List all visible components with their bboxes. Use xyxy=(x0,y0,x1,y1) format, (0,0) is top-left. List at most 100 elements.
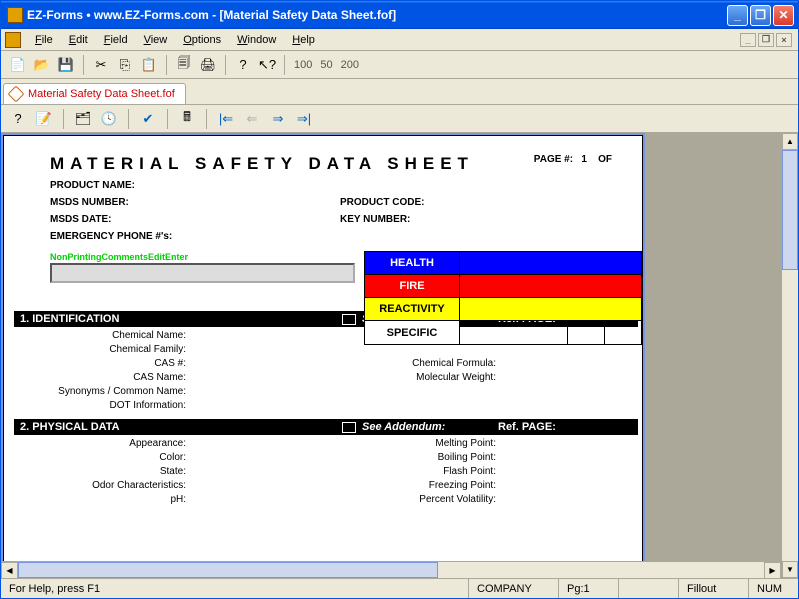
scroll-down-icon[interactable]: ▼ xyxy=(782,561,798,578)
field-label: PRODUCT CODE: xyxy=(340,197,424,208)
page-number: 1 xyxy=(581,154,587,165)
data-row: Chemical Family: xyxy=(50,344,634,355)
field-row: EMERGENCY PHONE #'s: xyxy=(50,231,634,242)
help-icon[interactable]: ? xyxy=(232,54,254,76)
mdi-close-button[interactable]: × xyxy=(776,33,792,47)
field-label: MSDS NUMBER: xyxy=(50,197,340,208)
hazard-label: REACTIVITY xyxy=(365,298,460,320)
status-company: COMPANY xyxy=(468,579,558,598)
paste-icon[interactable]: 📋 xyxy=(138,54,160,76)
save-icon[interactable]: 💾 xyxy=(55,54,77,76)
data-label: pH: xyxy=(50,494,190,505)
data-label: Percent Volatility: xyxy=(190,494,500,505)
hazard-label: HEALTH xyxy=(365,252,460,274)
section1-checkbox[interactable] xyxy=(342,314,356,325)
content-area: MATERIAL SAFETY DATA SHEET PAGE #: 1 OF … xyxy=(1,133,798,578)
data-label: DOT Information: xyxy=(50,400,190,411)
page-info: PAGE #: 1 OF xyxy=(534,154,612,165)
maximize-button[interactable]: ❐ xyxy=(750,5,771,26)
scroll-up-icon[interactable]: ▲ xyxy=(782,133,798,150)
scroll-left-icon[interactable]: ◀ xyxy=(1,562,18,578)
close-button[interactable]: ✕ xyxy=(773,5,794,26)
print-icon[interactable]: 🖨 xyxy=(197,54,219,76)
calc-icon[interactable]: 🖩 xyxy=(176,108,198,130)
minimize-button[interactable]: _ xyxy=(727,5,748,26)
zoom-100-button[interactable]: 100 xyxy=(291,59,315,71)
preview-icon[interactable]: 🗐 xyxy=(173,54,195,76)
status-blank xyxy=(618,579,678,598)
data-row: State:Flash Point: xyxy=(50,466,634,477)
notes-icon[interactable]: 📝 xyxy=(33,108,55,130)
section2-ref-label: Ref. PAGE: xyxy=(498,421,556,433)
data-label: Odor Characteristics: xyxy=(50,480,190,491)
status-help: For Help, press F1 xyxy=(1,579,468,598)
hazard-row-specific: SPECIFIC xyxy=(365,321,641,344)
new-icon[interactable]: 📄 xyxy=(7,54,29,76)
data-label: CAS Name: xyxy=(50,372,190,383)
data-label: CAS #: xyxy=(50,358,190,369)
data-row: Odor Characteristics:Freezing Point: xyxy=(50,480,634,491)
scroll-thumb[interactable] xyxy=(782,150,798,270)
data-label: Flash Point: xyxy=(190,466,500,477)
app-icon-small[interactable] xyxy=(5,32,21,48)
help2-icon[interactable]: ? xyxy=(7,108,29,130)
window-title: EZ-Forms • www.EZ-Forms.com - [Material … xyxy=(27,8,725,22)
hazard-value[interactable] xyxy=(460,275,641,297)
cut-icon[interactable]: ✂ xyxy=(90,54,112,76)
zoom-200-button[interactable]: 200 xyxy=(338,59,362,71)
clock-icon[interactable]: 🕓 xyxy=(98,108,120,130)
horizontal-scrollbar[interactable]: ◀ ▶ xyxy=(1,561,781,578)
data-row: Appearance:Melting Point: xyxy=(50,438,634,449)
menu-help[interactable]: Help xyxy=(284,32,323,48)
data-row: Synonyms / Common Name: xyxy=(50,386,634,397)
hazard-label: SPECIFIC xyxy=(365,321,460,344)
comment-input[interactable] xyxy=(50,263,355,283)
mdi-minimize-button[interactable]: _ xyxy=(740,33,756,47)
data-label: Molecular Weight: xyxy=(190,372,500,383)
check-icon[interactable]: ✔ xyxy=(137,108,159,130)
data-label: Chemical Name: xyxy=(50,330,190,341)
vertical-scrollbar[interactable]: ▲ ▼ xyxy=(781,133,798,578)
data-row: CAS #:Chemical Formula: xyxy=(50,358,634,369)
field-row: MSDS DATE:KEY NUMBER: xyxy=(50,214,634,225)
document-tab-label: Material Safety Data Sheet.fof xyxy=(28,88,175,100)
toolbar-secondary: ? 📝 🗂 🕓 ✔ 🖩 |⇐ ⇐ ⇒ ⇒| xyxy=(1,105,798,133)
hazard-value[interactable] xyxy=(460,298,641,320)
hazard-row-reactivity: REACTIVITY xyxy=(365,298,641,321)
field-label: EMERGENCY PHONE #'s: xyxy=(50,231,340,242)
menu-edit[interactable]: Edit xyxy=(61,32,96,48)
app-window: EZ-Forms • www.EZ-Forms.com - [Material … xyxy=(0,0,799,599)
prev-icon[interactable]: ⇐ xyxy=(241,108,263,130)
document-tab-icon xyxy=(8,86,25,103)
open-icon[interactable]: 📂 xyxy=(31,54,53,76)
data-label: Appearance: xyxy=(50,438,190,449)
section2-title: 2. PHYSICAL DATA xyxy=(20,421,342,433)
menu-options[interactable]: Options xyxy=(175,32,229,48)
data-label: Color: xyxy=(50,452,190,463)
menu-window[interactable]: Window xyxy=(229,32,284,48)
hazard-value-cells[interactable] xyxy=(460,321,641,344)
last-icon[interactable]: ⇒| xyxy=(293,108,315,130)
section2-checkbox[interactable] xyxy=(342,422,356,433)
mdi-restore-button[interactable]: ❐ xyxy=(758,33,774,47)
form-icon[interactable]: 🗂 xyxy=(72,108,94,130)
menu-file[interactable]: File xyxy=(27,32,61,48)
next-icon[interactable]: ⇒ xyxy=(267,108,289,130)
first-icon[interactable]: |⇐ xyxy=(215,108,237,130)
scroll-thumb-h[interactable] xyxy=(18,562,438,578)
menu-view[interactable]: View xyxy=(136,32,176,48)
field-label: MSDS DATE: xyxy=(50,214,340,225)
menu-field[interactable]: Field xyxy=(96,32,136,48)
hazard-row-health: HEALTH xyxy=(365,252,641,275)
hazard-value[interactable] xyxy=(460,252,641,274)
zoom-50-button[interactable]: 50 xyxy=(317,59,335,71)
whatsthis-icon[interactable]: ↖? xyxy=(256,54,278,76)
hazard-row-fire: FIRE xyxy=(365,275,641,298)
toolbar-main: 📄 📂 💾 ✂ ⎘ 📋 🗐 🖨 ? ↖? 100 50 200 xyxy=(1,51,798,79)
scroll-right-icon[interactable]: ▶ xyxy=(764,562,781,578)
status-page: Pg:1 xyxy=(558,579,618,598)
field-label: PRODUCT NAME: xyxy=(50,180,340,191)
document-viewport[interactable]: MATERIAL SAFETY DATA SHEET PAGE #: 1 OF … xyxy=(1,133,798,578)
document-tab[interactable]: Material Safety Data Sheet.fof xyxy=(3,83,186,104)
copy-icon[interactable]: ⎘ xyxy=(114,54,136,76)
